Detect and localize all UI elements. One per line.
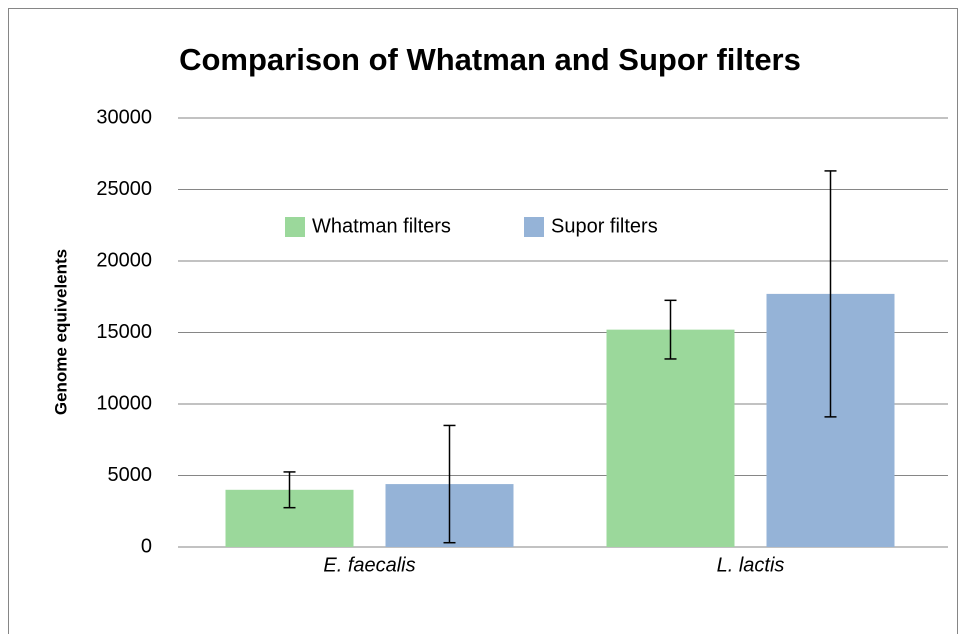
x-tick-label: L. lactis xyxy=(717,554,785,576)
legend-label: Whatman filters xyxy=(312,215,451,237)
y-axis-label: Genome equivelents xyxy=(51,249,70,415)
y-tick-label: 25000 xyxy=(96,178,152,200)
legend-swatch xyxy=(524,217,544,237)
bar xyxy=(606,329,735,547)
chart-title: Comparison of Whatman and Supor filters xyxy=(179,42,801,77)
y-tick-label: 15000 xyxy=(96,321,152,343)
chart-frame xyxy=(8,8,958,634)
legend-swatch xyxy=(285,217,305,237)
y-tick-label: 20000 xyxy=(96,249,152,271)
y-tick-label: 30000 xyxy=(96,106,152,128)
y-tick-label: 10000 xyxy=(96,392,152,414)
x-tick-label: E. faecalis xyxy=(323,554,415,576)
y-tick-label: 5000 xyxy=(108,464,153,486)
y-tick-label: 0 xyxy=(141,535,152,557)
legend-label: Supor filters xyxy=(551,215,658,237)
